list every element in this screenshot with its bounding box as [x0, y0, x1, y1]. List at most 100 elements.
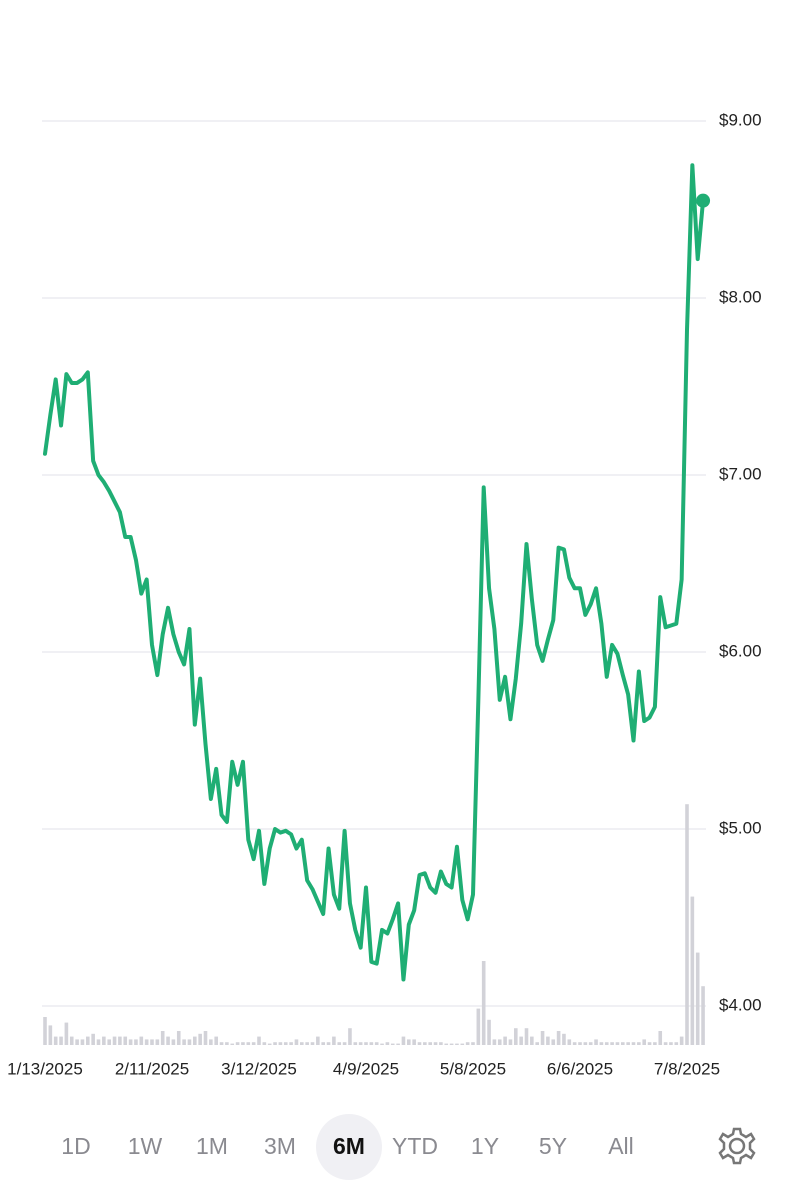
volume-bar: [428, 1042, 432, 1045]
range-button-label[interactable]: 3M: [264, 1133, 296, 1159]
volume-bar: [267, 1043, 272, 1045]
volume-bar: [417, 1042, 422, 1045]
volume-bar: [305, 1042, 309, 1045]
volume-bar: [246, 1042, 251, 1045]
volume-bar: [358, 1042, 363, 1045]
volume-bar: [604, 1042, 609, 1045]
range-button[interactable]: 1W: [128, 1133, 163, 1159]
volume-bar: [465, 1042, 470, 1045]
volume-bar: [86, 1036, 90, 1045]
volume-bar: [300, 1042, 304, 1045]
volume-bar: [578, 1042, 582, 1045]
volume-bar: [96, 1039, 101, 1045]
volume-bar: [519, 1036, 523, 1045]
volume-bar: [567, 1039, 572, 1045]
volume-bar: [107, 1039, 111, 1045]
volume-bar: [562, 1033, 566, 1045]
range-button-label[interactable]: YTD: [392, 1133, 438, 1159]
volume-bar: [273, 1042, 277, 1045]
volume-bar: [69, 1036, 74, 1045]
range-button-label[interactable]: 1Y: [471, 1133, 499, 1159]
y-tick-label: $8.00: [719, 287, 762, 306]
volume-bar: [455, 1043, 459, 1045]
range-button[interactable]: 6M: [316, 1114, 382, 1180]
volume-bar: [112, 1036, 117, 1045]
volume-bar: [171, 1039, 176, 1045]
x-tick-label: 2/11/2025: [115, 1059, 189, 1078]
range-button-label[interactable]: All: [608, 1133, 634, 1159]
volume-bar: [669, 1042, 673, 1045]
volume-bar: [514, 1028, 518, 1045]
volume-bar: [160, 1031, 165, 1045]
volume-bar: [235, 1042, 240, 1045]
volume-bar: [631, 1042, 636, 1045]
volume-bar: [524, 1028, 529, 1045]
volume-bar: [412, 1039, 416, 1045]
volume-bar: [53, 1036, 58, 1045]
volume-bar: [610, 1042, 614, 1045]
volume-bar: [257, 1036, 261, 1045]
volume-bar: [540, 1031, 545, 1045]
range-button[interactable]: 1D: [61, 1133, 90, 1159]
volume-bar: [380, 1043, 384, 1045]
volume-bar: [43, 1017, 47, 1045]
volume-bar: [310, 1042, 315, 1045]
volume-bar: [396, 1043, 400, 1045]
volume-bar: [637, 1042, 641, 1045]
volume-bar: [492, 1039, 497, 1045]
volume-bar: [166, 1036, 170, 1045]
volume-bar: [530, 1036, 534, 1045]
volume-bar: [551, 1039, 556, 1045]
volume-bar: [572, 1042, 577, 1045]
volume-bar: [679, 1036, 684, 1045]
volume-bar: [374, 1042, 379, 1045]
volume-bar: [658, 1031, 663, 1045]
volume-bar: [653, 1042, 657, 1045]
last-price-dot: [696, 193, 711, 208]
volume-bar: [225, 1042, 229, 1045]
volume-bar: [332, 1036, 336, 1045]
range-button[interactable]: All: [608, 1133, 634, 1159]
volume-bar: [75, 1039, 79, 1045]
volume-bar: [369, 1042, 374, 1045]
volume-bar: [262, 1042, 267, 1045]
volume-bar: [433, 1042, 438, 1045]
x-tick-label: 6/6/2025: [547, 1059, 613, 1078]
volume-bar: [621, 1042, 625, 1045]
range-button[interactable]: 5Y: [539, 1133, 567, 1159]
volume-bar: [59, 1036, 63, 1045]
y-tick-label: $7.00: [719, 465, 762, 484]
x-tick-label: 1/13/2025: [7, 1059, 83, 1078]
volume-bar: [385, 1042, 390, 1045]
volume-bar: [326, 1042, 331, 1045]
range-button[interactable]: 3M: [264, 1133, 296, 1159]
range-button[interactable]: 1M: [196, 1133, 228, 1159]
volume-bar: [48, 1025, 53, 1045]
volume-bar: [460, 1043, 465, 1045]
volume-bar: [642, 1039, 646, 1045]
range-button[interactable]: 1Y: [471, 1133, 499, 1159]
volume-bar: [487, 1019, 491, 1045]
volume-bar: [155, 1039, 160, 1045]
volume-bar: [203, 1031, 208, 1045]
range-button-label[interactable]: 1D: [61, 1133, 90, 1159]
settings-icon[interactable]: [718, 1127, 756, 1165]
range-button-label[interactable]: 6M: [333, 1133, 365, 1159]
y-tick-label: $6.00: [719, 642, 762, 661]
range-button-label[interactable]: 5Y: [539, 1133, 567, 1159]
range-button-label[interactable]: 1W: [128, 1133, 163, 1159]
volume-bar: [353, 1042, 358, 1045]
volume-bar: [209, 1039, 213, 1045]
volume-bar: [80, 1039, 85, 1045]
volume-bar: [337, 1042, 342, 1045]
volume-bar: [150, 1039, 154, 1045]
volume-bar: [91, 1033, 95, 1045]
volume-bar: [626, 1042, 630, 1045]
volume-bar: [219, 1042, 224, 1045]
range-button[interactable]: YTD: [392, 1133, 438, 1159]
y-tick-label: $4.00: [719, 996, 762, 1015]
volume-bar: [508, 1039, 513, 1045]
range-button-label[interactable]: 1M: [196, 1133, 228, 1159]
volume-bar: [193, 1036, 197, 1045]
